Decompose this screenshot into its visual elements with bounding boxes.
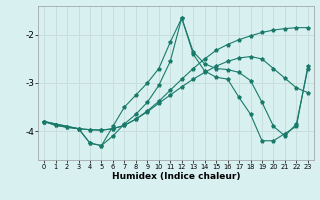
- X-axis label: Humidex (Indice chaleur): Humidex (Indice chaleur): [112, 172, 240, 181]
